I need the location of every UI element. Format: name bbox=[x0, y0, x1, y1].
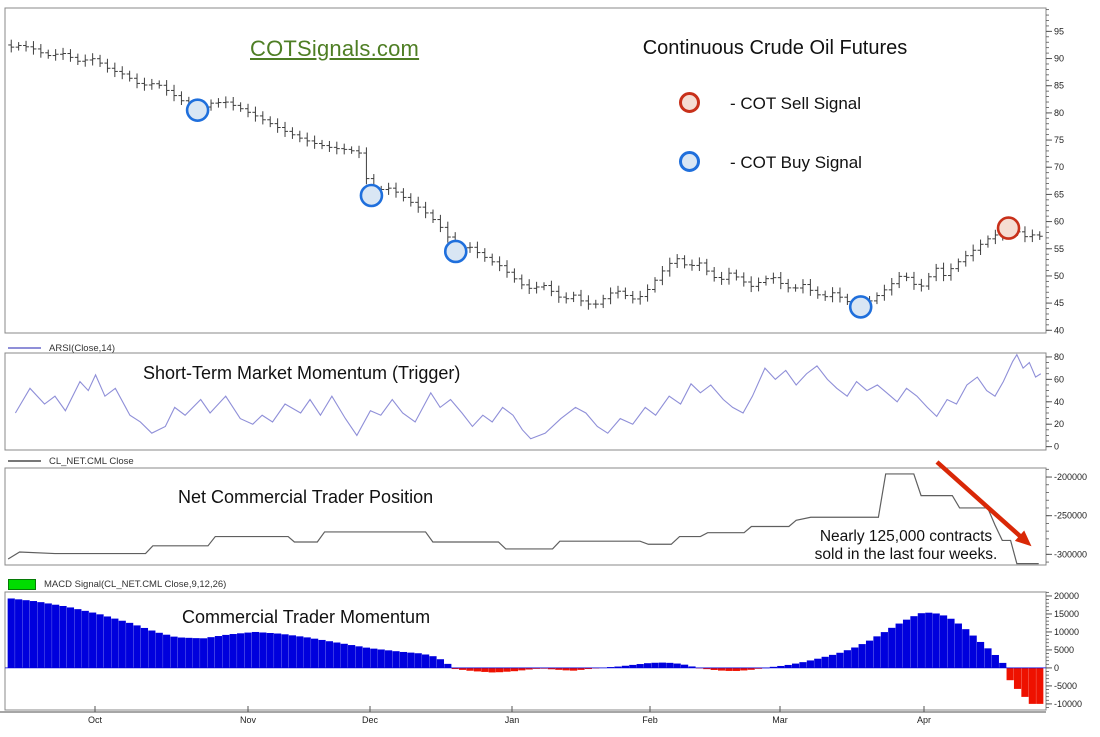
chart-main-title: Continuous Crude Oil Futures bbox=[642, 37, 908, 59]
svg-text:Apr: Apr bbox=[917, 715, 931, 725]
buy-signal-marker bbox=[443, 239, 468, 264]
price-bars bbox=[8, 39, 1043, 312]
svg-text:40: 40 bbox=[1054, 397, 1064, 407]
svg-text:20: 20 bbox=[1054, 419, 1064, 429]
buy-signal-icon bbox=[679, 151, 700, 172]
macd-panel: 20000 15000 10000 5000 0 -5000 -10000 bbox=[4, 591, 1082, 711]
svg-text:70: 70 bbox=[1054, 162, 1064, 172]
macd-panel-title: Commercial Trader Momentum bbox=[182, 607, 431, 627]
time-axis: Oct Nov Dec Jan Feb Mar Apr bbox=[0, 706, 1046, 725]
macd-histogram-swatch-icon bbox=[8, 578, 36, 590]
arsi-panel: 80 60 40 20 0 bbox=[4, 352, 1064, 452]
svg-text:Feb: Feb bbox=[642, 715, 658, 725]
price-panel: 95 90 85 80 75 70 65 60 55 50 45 40 bbox=[4, 7, 1064, 335]
macd-legend-row: MACD Signal(CL_NET.CML Close,9,12,26) bbox=[8, 578, 226, 590]
buy-signal-marker bbox=[848, 295, 873, 319]
arsi-panel-title: Short-Term Market Momentum (Trigger) bbox=[143, 363, 461, 383]
arsi-line-swatch-icon bbox=[8, 347, 41, 349]
net-line-swatch-icon bbox=[8, 460, 41, 462]
net-panel-title: Net Commercial Trader Position bbox=[178, 487, 434, 507]
svg-text:60: 60 bbox=[1054, 374, 1064, 384]
svg-text:55: 55 bbox=[1054, 244, 1064, 254]
svg-text:Dec: Dec bbox=[362, 715, 379, 725]
net-annotation: Nearly 125,000 contracts sold in the las… bbox=[781, 528, 1031, 564]
signal-markers bbox=[185, 98, 1021, 319]
arsi-legend-row: ARSI(Close,14) bbox=[8, 342, 115, 354]
macd-legend-label: MACD Signal(CL_NET.CML Close,9,12,26) bbox=[44, 578, 227, 590]
svg-text:50: 50 bbox=[1054, 271, 1064, 281]
svg-text:Nov: Nov bbox=[240, 715, 257, 725]
net-legend-label: CL_NET.CML Close bbox=[49, 455, 134, 467]
svg-text:Mar: Mar bbox=[772, 715, 788, 725]
svg-text:-250000: -250000 bbox=[1054, 511, 1087, 521]
svg-text:10000: 10000 bbox=[1054, 627, 1079, 637]
net-panel: -200000 -250000 -300000 bbox=[4, 467, 1087, 566]
svg-text:60: 60 bbox=[1054, 217, 1064, 227]
svg-text:80: 80 bbox=[1054, 352, 1064, 362]
svg-text:-300000: -300000 bbox=[1054, 549, 1087, 559]
svg-text:0: 0 bbox=[1054, 663, 1059, 673]
svg-text:75: 75 bbox=[1054, 135, 1064, 145]
net-annotation-line2: sold in the last four weeks. bbox=[814, 546, 998, 563]
svg-text:-5000: -5000 bbox=[1054, 681, 1077, 691]
sell-signal-key-label: - COT Sell Signal bbox=[730, 94, 862, 113]
site-link[interactable]: COTSignals.com bbox=[250, 36, 420, 61]
buy-signal-key-label: - COT Buy Signal bbox=[730, 153, 862, 172]
macd-histogram bbox=[5, 598, 1046, 704]
svg-text:90: 90 bbox=[1054, 54, 1064, 64]
svg-text:95: 95 bbox=[1054, 26, 1064, 36]
svg-text:85: 85 bbox=[1054, 81, 1064, 91]
svg-text:40: 40 bbox=[1054, 325, 1064, 335]
buy-signal-marker bbox=[185, 98, 210, 122]
sell-signal-icon bbox=[679, 92, 700, 113]
arsi-line bbox=[14, 353, 1042, 440]
svg-text:80: 80 bbox=[1054, 108, 1064, 118]
svg-text:20000: 20000 bbox=[1054, 591, 1079, 601]
svg-text:Oct: Oct bbox=[88, 715, 103, 725]
net-step-line bbox=[7, 473, 1039, 565]
net-legend-row: CL_NET.CML Close bbox=[8, 455, 134, 467]
svg-text:-200000: -200000 bbox=[1054, 472, 1087, 482]
sell-signal-marker bbox=[996, 216, 1021, 240]
net-annotation-line1: Nearly 125,000 contracts bbox=[819, 528, 993, 545]
svg-text:65: 65 bbox=[1054, 189, 1064, 199]
svg-text:0: 0 bbox=[1054, 442, 1059, 452]
arsi-legend-label: ARSI(Close,14) bbox=[49, 342, 115, 354]
svg-text:45: 45 bbox=[1054, 298, 1064, 308]
sold-contracts-arrow bbox=[935, 460, 1032, 547]
buy-signal-marker bbox=[359, 183, 384, 208]
svg-text:5000: 5000 bbox=[1054, 645, 1074, 655]
svg-text:15000: 15000 bbox=[1054, 609, 1079, 619]
svg-text:Jan: Jan bbox=[505, 715, 520, 725]
svg-text:-10000: -10000 bbox=[1054, 699, 1082, 709]
